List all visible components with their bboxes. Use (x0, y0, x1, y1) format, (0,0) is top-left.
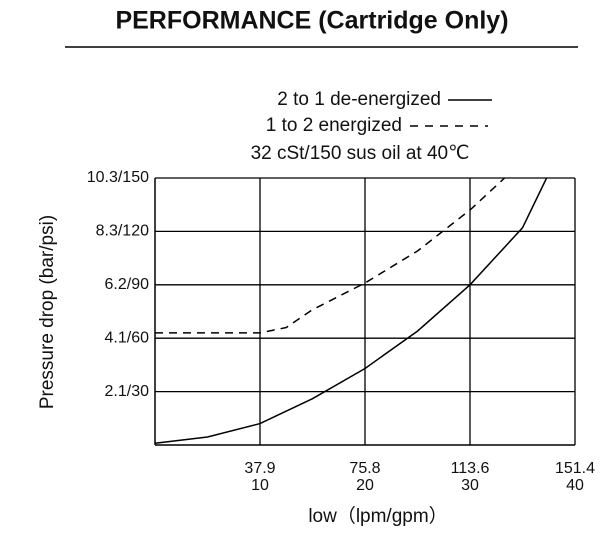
legend-label: 1 to 2 energized (266, 115, 402, 136)
y-tick-label: 10.3/150 (87, 169, 149, 186)
x-tick-label: 151.4 (555, 460, 595, 477)
legend-label: 2 to 1 de-energized (277, 89, 441, 110)
chart-title: PERFORMANCE (Cartridge Only) (115, 7, 508, 35)
x-tick-label: 37.9 (244, 460, 275, 477)
x-tick-label: 30 (461, 477, 479, 494)
line-series (155, 177, 506, 334)
y-tick-label: 6.2/90 (105, 276, 150, 293)
y-tick-label: 8.3/120 (96, 223, 149, 240)
x-tick-label: 75.8 (349, 460, 380, 477)
x-tick-label: 40 (566, 477, 584, 494)
y-tick-label: 4.1/60 (105, 329, 150, 346)
line-series (154, 177, 548, 444)
x-tick-label: 20 (356, 477, 374, 494)
x-tick-label: 10 (251, 477, 269, 494)
y-tick-label: 2.1/30 (105, 383, 150, 400)
legend-note: 32 cSt/150 sus oil at 40℃ (251, 143, 470, 164)
x-axis-label: low（lpm/gpm） (308, 505, 447, 527)
y-axis-label: Pressure drop (bar/psi) (37, 215, 58, 409)
x-tick-label: 113.6 (451, 460, 490, 477)
